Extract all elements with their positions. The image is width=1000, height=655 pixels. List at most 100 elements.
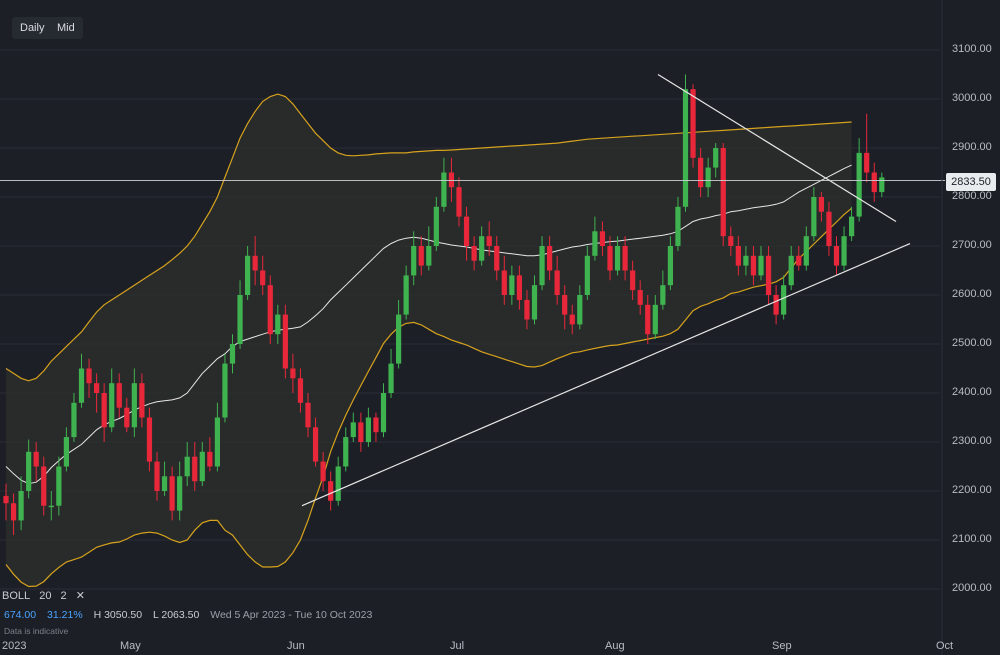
candle-body — [622, 246, 628, 271]
indicator-legend: BOLL 20 2 ✕ — [2, 589, 91, 602]
candle-body — [358, 422, 364, 442]
candle-body — [796, 255, 802, 266]
x-tick-label: 2023 — [2, 640, 27, 652]
y-tick-label: 2100.00 — [952, 533, 992, 545]
candle-body — [3, 495, 9, 504]
candle-body — [328, 481, 334, 501]
candle-body — [750, 255, 757, 276]
candle-body — [547, 246, 553, 271]
candle-body — [765, 255, 772, 295]
candle-body — [441, 172, 447, 207]
low-value: L 2063.50 — [152, 609, 200, 621]
candle-body — [833, 246, 840, 266]
candle-body — [479, 236, 485, 261]
candle-body — [456, 187, 462, 217]
candle-body — [864, 152, 870, 173]
candle-body — [448, 172, 455, 188]
candle-body — [524, 299, 530, 320]
candle-body — [411, 246, 417, 276]
candle-body — [184, 456, 190, 477]
candle-body — [426, 246, 432, 266]
bollinger-lower-line — [5, 207, 852, 588]
candle-body — [312, 427, 319, 462]
candle-body — [509, 275, 515, 295]
candle-body — [818, 197, 824, 212]
candle-body — [109, 383, 115, 428]
candle-body — [743, 255, 749, 266]
candle-body — [879, 177, 885, 193]
candle-body — [735, 246, 741, 266]
candle-body — [229, 344, 236, 364]
close-icon[interactable]: ✕ — [75, 590, 85, 602]
candle-body — [214, 417, 220, 467]
candle-body — [418, 246, 424, 266]
candle-body — [26, 451, 32, 491]
candle-body — [433, 206, 439, 246]
candle-body — [275, 314, 281, 335]
candle-body — [199, 451, 205, 482]
candle-body — [245, 255, 251, 295]
tab-daily[interactable]: Daily — [12, 17, 53, 39]
candle-body — [365, 417, 371, 442]
y-tick-label: 3100.00 — [952, 43, 992, 55]
candle-body — [698, 157, 704, 188]
candle-body — [773, 295, 779, 315]
candle-body — [826, 211, 832, 246]
date-range: Wed 5 Apr 2023 - Tue 10 Oct 2023 — [210, 609, 373, 621]
candle-body — [320, 461, 326, 482]
candle-body — [260, 270, 266, 286]
candle-body — [471, 246, 477, 261]
trendline-support — [301, 242, 911, 507]
candle-body — [660, 285, 666, 305]
candle-body — [614, 246, 621, 271]
candle-body — [705, 167, 711, 188]
candle-body — [758, 255, 764, 276]
y-tick-label: 2300.00 — [952, 435, 992, 447]
candle-body — [343, 437, 349, 467]
candle-body — [350, 422, 356, 438]
candle-body — [539, 246, 545, 286]
candle-body — [33, 451, 39, 467]
candle-body — [713, 148, 719, 168]
change-value: 674.00 — [4, 609, 37, 621]
x-tick-label: Sep — [772, 640, 792, 652]
trendline-resistance — [657, 73, 897, 223]
candle-body — [116, 383, 122, 408]
candle-body — [849, 216, 855, 237]
candle-body — [305, 402, 311, 428]
candle-body — [237, 295, 243, 344]
candle-body — [71, 402, 77, 438]
candle-body — [222, 363, 228, 418]
candle-body — [841, 236, 847, 266]
candle-body — [645, 304, 651, 335]
candle-body — [675, 206, 681, 246]
candle-body — [139, 383, 145, 418]
candle-body — [720, 148, 726, 237]
change-percent: 31.21% — [47, 609, 83, 621]
candle-body — [161, 476, 168, 491]
candle-body — [781, 285, 787, 315]
candle-body — [192, 456, 198, 482]
candle-body — [569, 314, 575, 325]
candle-body — [282, 314, 288, 369]
tab-mid[interactable]: Mid — [49, 17, 83, 39]
candle-body — [584, 255, 590, 295]
bollinger-upper-line — [5, 93, 852, 382]
candle-body — [501, 270, 507, 295]
candle-body — [94, 383, 100, 393]
candle-body — [690, 89, 696, 158]
x-tick-label: Oct — [936, 640, 954, 652]
indicator-period: 20 — [39, 590, 52, 602]
disclaimer-note: Data is indicative — [4, 626, 69, 636]
candle-body — [335, 466, 341, 501]
y-tick-label: 2600.00 — [952, 288, 992, 300]
candle-body — [554, 270, 560, 295]
candle-body — [396, 314, 402, 364]
candle-body — [599, 231, 606, 246]
y-tick-label: 2000.00 — [952, 582, 992, 594]
candle-body — [207, 451, 213, 467]
x-tick-label: Jul — [450, 640, 465, 652]
indicator-stddev: 2 — [60, 590, 67, 602]
candle-body — [803, 236, 809, 266]
